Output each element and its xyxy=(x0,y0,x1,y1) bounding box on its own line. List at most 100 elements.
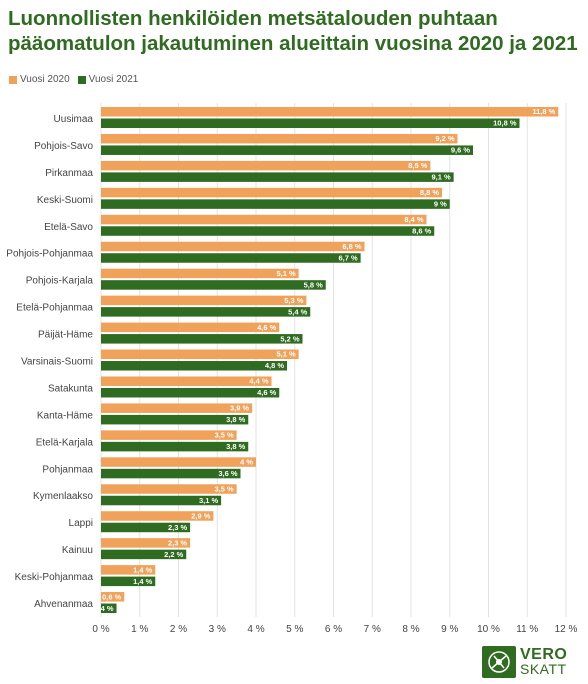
bar-2020 xyxy=(101,457,256,467)
bar-2021 xyxy=(101,118,520,128)
bar-2020 xyxy=(101,403,253,413)
data-label-2020: 11,8 % xyxy=(532,107,555,116)
bar-2020 xyxy=(101,268,299,279)
data-label-2021: 3,6 % xyxy=(218,469,238,478)
data-label-2021: 3,8 % xyxy=(226,415,246,424)
category-label: Keski-Suomi xyxy=(37,195,93,206)
bar-2020 xyxy=(101,241,365,252)
bar-2020 xyxy=(101,376,272,386)
bar-2021 xyxy=(101,199,450,209)
data-label-2021: 9,1 % xyxy=(431,173,451,182)
category-label: Etelä-Savo xyxy=(44,222,93,233)
x-tick-label: 9 % xyxy=(441,624,458,635)
data-label-2021: 1,4 % xyxy=(133,577,153,586)
data-label-2021: 3,8 % xyxy=(226,442,246,451)
bar-2021 xyxy=(101,307,311,317)
data-label-2021: 8,6 % xyxy=(412,226,432,235)
x-tick-label: 0 % xyxy=(92,624,109,635)
data-label-2020: 5,3 % xyxy=(284,296,304,305)
category-label: Uusimaa xyxy=(54,114,94,125)
data-label-2021: 10,8 % xyxy=(493,119,517,128)
category-label: Pohjois-Karjala xyxy=(26,276,94,287)
bar-2021 xyxy=(101,603,117,614)
bar-2020 xyxy=(101,592,125,602)
bar-2021 xyxy=(101,414,249,425)
category-label: Pirkanmaa xyxy=(45,168,93,179)
bar-2020 xyxy=(101,133,458,144)
bar-2020 xyxy=(101,511,214,521)
data-label-2021: 0,4 % xyxy=(94,604,114,613)
data-label-2020: 2,3 % xyxy=(168,538,188,547)
data-label-2021: 9,6 % xyxy=(451,146,471,155)
data-label-2021: 2,2 % xyxy=(164,550,184,559)
x-tick-label: 4 % xyxy=(247,624,264,635)
category-label: Pohjois-Pohjanmaa xyxy=(6,249,93,260)
x-tick-label: 3 % xyxy=(209,624,226,635)
data-label-2020: 3,9 % xyxy=(230,404,250,413)
chart-legend: Vuosi 2020 Vuosi 2021 xyxy=(9,74,138,85)
category-label: Etelä-Pohjanmaa xyxy=(16,303,93,314)
data-label-2021: 5,2 % xyxy=(280,334,300,343)
legend-item-2020: Vuosi 2020 xyxy=(9,74,70,85)
category-label: Pohjanmaa xyxy=(42,464,93,475)
x-tick-label: 11 % xyxy=(516,624,538,635)
legend-swatch-2021 xyxy=(77,75,86,84)
data-label-2021: 5,4 % xyxy=(288,307,308,316)
legend-label-2020: Vuosi 2020 xyxy=(20,74,70,85)
data-label-2020: 0,6 % xyxy=(102,592,122,601)
category-label: Kainuu xyxy=(62,545,93,556)
category-label: Lappi xyxy=(69,518,93,529)
bar-2021 xyxy=(101,549,187,560)
category-label: Keski-Pohjanmaa xyxy=(15,572,94,583)
category-label: Ahvenanmaa xyxy=(34,599,93,610)
data-label-2020: 3,5 % xyxy=(214,484,234,493)
data-label-2020: 9,2 % xyxy=(435,134,455,143)
data-label-2020: 3,5 % xyxy=(214,431,234,440)
x-tick-label: 5 % xyxy=(286,624,303,635)
x-tick-label: 8 % xyxy=(402,624,419,635)
logo-text-skatt: SKATT xyxy=(520,661,567,677)
vero-skatt-logo-icon xyxy=(482,646,516,678)
bar-2021 xyxy=(101,468,241,479)
data-label-2020: 4,6 % xyxy=(257,323,277,332)
bar-2020 xyxy=(101,565,156,575)
bar-2021 xyxy=(101,280,326,290)
data-label-2020: 8,8 % xyxy=(420,188,440,197)
vero-skatt-logo: VERO SKATT xyxy=(482,646,567,678)
bar-2021 xyxy=(101,253,361,263)
bar-2020 xyxy=(101,430,237,440)
bar-2021 xyxy=(101,226,435,236)
category-label: Kymenlaakso xyxy=(33,491,93,502)
category-label: Päijät-Häme xyxy=(38,330,93,341)
bar-2021 xyxy=(101,441,249,452)
data-label-2021: 6,7 % xyxy=(338,253,358,262)
data-label-2020: 1,4 % xyxy=(133,565,153,574)
bar-2020 xyxy=(101,160,431,171)
bar-2021 xyxy=(101,522,191,533)
bar-2020 xyxy=(101,187,442,198)
bar-2020 xyxy=(101,484,237,494)
legend-item-2021: Vuosi 2021 xyxy=(77,74,138,85)
x-tick-label: 7 % xyxy=(364,624,381,635)
x-tick-label: 12 % xyxy=(555,624,578,635)
data-label-2021: 4,6 % xyxy=(257,388,277,397)
category-label: Satakunta xyxy=(48,383,93,394)
legend-swatch-2020 xyxy=(9,75,17,84)
x-tick-label: 6 % xyxy=(325,624,342,635)
category-label: Etelä-Karjala xyxy=(36,437,94,448)
data-label-2021: 3,1 % xyxy=(199,496,219,505)
logo-text-vero: VERO xyxy=(520,646,568,663)
x-tick-label: 1 % xyxy=(131,624,148,635)
data-label-2020: 2,9 % xyxy=(191,511,211,520)
category-label: Pohjois-Savo xyxy=(34,141,93,152)
data-label-2020: 4,4 % xyxy=(249,377,269,386)
bar-2021 xyxy=(101,387,280,398)
bar-2021 xyxy=(101,172,454,182)
x-tick-label: 2 % xyxy=(170,624,187,635)
chart-title: Luonnollisten henkilöiden metsätalouden … xyxy=(8,7,578,55)
data-label-2020: 8,4 % xyxy=(404,215,424,224)
bar-2020 xyxy=(101,107,559,117)
bar-2021 xyxy=(101,495,222,506)
bar-2021 xyxy=(101,334,303,344)
